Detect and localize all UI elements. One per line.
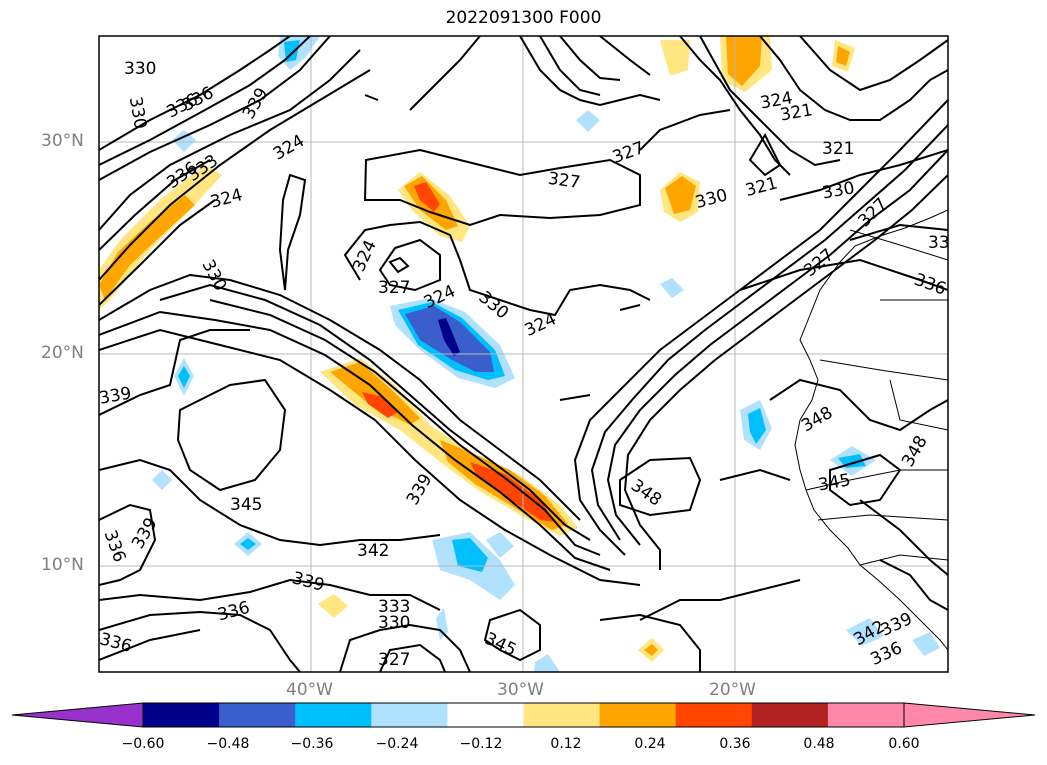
colorbar-cell [143,703,220,727]
contour-label: 333 [378,597,410,617]
coastline [794,209,948,651]
contour-lines [99,36,948,672]
colorbar-tick-label: 0.36 [719,736,751,752]
colorbar-tick-label: 0.12 [550,736,582,752]
contour-label: 345 [230,495,262,515]
colorbar-tick-label: 0.48 [803,736,835,752]
colorbar-cell [675,703,753,727]
colorbar-tick-label: −0.48 [206,736,250,752]
colorbar-extend-low [11,702,144,728]
colorbar-cell [523,703,601,727]
map-panel: 330 330 336 336 339 324 336 333 324 330 … [98,35,950,673]
contour-label: 327 [378,650,410,670]
colorbar-tick-label: −0.12 [459,736,503,752]
lon-label: 30°W [497,680,544,700]
map-frame [98,35,949,673]
colorbar-cell [219,703,296,727]
colorbar-cell [371,703,448,727]
contour-label: 321 [822,139,854,159]
contour-label: 330 [378,613,410,633]
contour-label: 327 [378,278,410,298]
colorbar-cell [447,703,524,727]
colorbar-tick-label: −0.60 [121,736,165,752]
contour-label: 330 [124,59,156,79]
map-title: 2022091300 F000 [445,8,602,28]
colorbar-extend-high [903,702,1036,728]
lat-label: 10°N [41,555,84,575]
contour-label: 33 [928,233,950,253]
contour-label: 342 [357,541,389,561]
lat-label: 20°N [41,343,84,363]
colorbar-tick-label: 0.60 [888,736,920,752]
colorbar-cell [599,703,677,727]
colorbar-tick-label: 0.24 [634,736,666,752]
colorbar-cell [751,703,829,727]
colorbar [11,702,1036,728]
colorbar-cell [827,703,905,727]
colorbar-cell [295,703,372,727]
lat-label: 30°N [41,131,84,151]
contour-label: 327 [547,169,582,193]
lon-label: 20°W [709,680,756,700]
colorbar-tick-label: −0.36 [290,736,334,752]
colorbar-tick-label: −0.24 [375,736,419,752]
lon-label: 40°W [286,680,333,700]
